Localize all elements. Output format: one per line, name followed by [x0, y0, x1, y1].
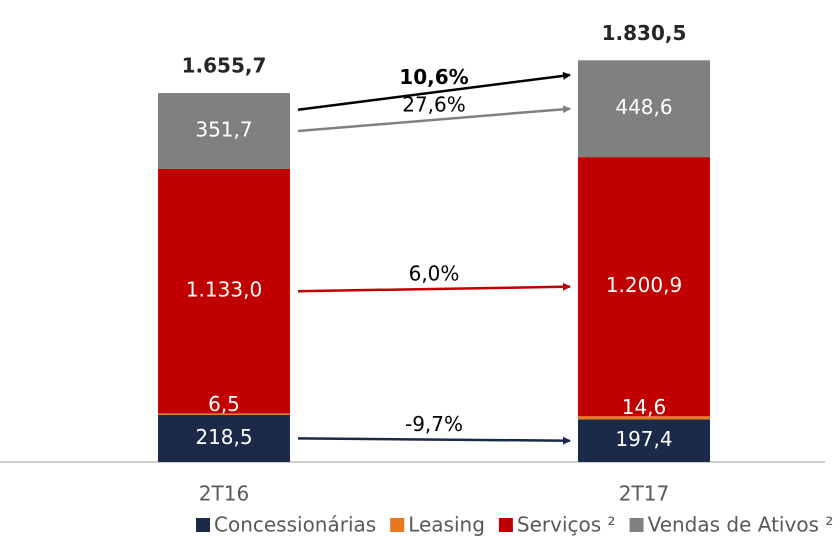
bar-segment [578, 419, 710, 462]
x-tick-label: 2T16 [199, 482, 249, 506]
growth-label: -9,7% [405, 412, 463, 436]
legend-swatch [390, 518, 405, 532]
growth-label: 27,6% [402, 92, 466, 116]
legend-label: Serviços ² [517, 513, 616, 537]
bar-segment [578, 60, 710, 158]
bar-segment [158, 414, 290, 462]
legend-swatch [196, 518, 210, 532]
total-label: 1.830,5 [602, 21, 687, 45]
data-label: 448,6 [615, 95, 672, 119]
legend-label: Concessionárias [214, 513, 376, 537]
legend-label: Leasing [408, 513, 485, 537]
data-label: 197,4 [615, 427, 672, 451]
growth-arrow [297, 436, 571, 445]
growth-label: 10,6% [399, 65, 468, 89]
data-label: 218,5 [195, 425, 252, 449]
growth-arrow [297, 71, 571, 111]
growth-arrow [297, 105, 571, 133]
bar-segment [578, 157, 710, 417]
legend-swatch [498, 518, 513, 532]
legend-label: Vendas de Ativos ² [648, 513, 834, 537]
bar-segment [158, 413, 290, 415]
data-label: 1.133,0 [186, 278, 262, 302]
x-tick-label: 2T17 [619, 482, 669, 506]
total-label: 1.655,7 [182, 54, 267, 78]
legend-swatch [629, 518, 644, 532]
growth-arrow [297, 282, 571, 293]
bar-segment [158, 168, 290, 414]
bar-segment [158, 93, 290, 169]
data-label: 14,6 [622, 395, 667, 419]
data-label: 6,5 [208, 392, 240, 416]
bar-segment [578, 416, 710, 420]
data-label: 351,7 [195, 118, 252, 142]
growth-label: 6,0% [409, 261, 460, 285]
data-label: 1.200,9 [606, 273, 682, 297]
